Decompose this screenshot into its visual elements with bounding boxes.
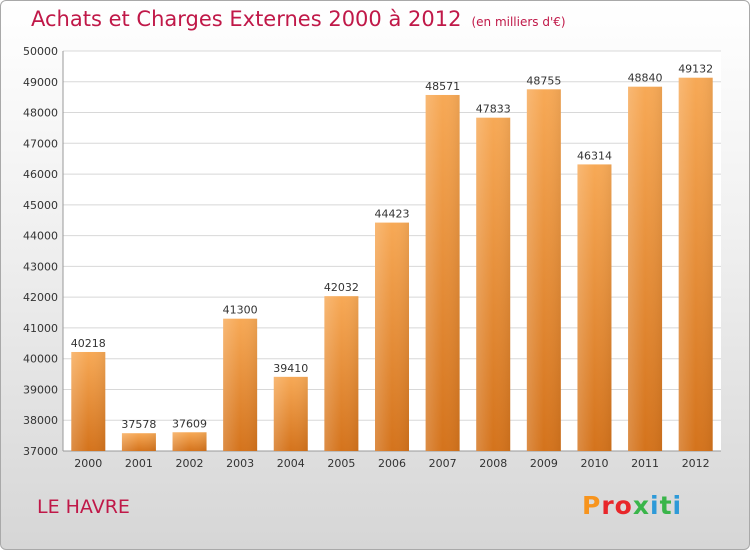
- bar-shine: [71, 351, 106, 451]
- y-tick-label: 39000: [23, 383, 58, 396]
- logo-letter: i: [650, 491, 660, 520]
- proxiti-logo: Proxiti: [582, 491, 682, 520]
- y-tick-label: 46000: [23, 168, 58, 181]
- y-tick-label: 41000: [23, 322, 58, 335]
- y-tick-label: 48000: [23, 107, 58, 120]
- y-tick-label: 44000: [23, 230, 58, 243]
- chart-title-text: Achats et Charges Externes 2000 à 2012: [31, 7, 462, 31]
- bar-value-label: 49132: [678, 63, 713, 76]
- bar-shine: [375, 222, 409, 451]
- bar-shine: [172, 432, 207, 451]
- bar-shine: [628, 86, 663, 451]
- bar-value-label: 46314: [577, 149, 612, 162]
- bar-shine: [476, 117, 511, 451]
- bar-shine: [425, 94, 460, 451]
- bar-shine: [678, 77, 713, 451]
- y-tick-label: 45000: [23, 199, 58, 212]
- x-tick-label: 2000: [74, 457, 102, 470]
- x-tick-label: 2007: [429, 457, 457, 470]
- bar-shine: [273, 376, 308, 451]
- bar-value-label: 39410: [273, 362, 308, 375]
- x-tick-label: 2004: [277, 457, 305, 470]
- y-tick-label: 37000: [23, 445, 58, 458]
- bar-value-label: 42032: [324, 281, 359, 294]
- y-tick-label: 50000: [23, 45, 58, 58]
- bar-value-label: 44423: [375, 208, 410, 221]
- bar-value-label: 41300: [223, 304, 258, 317]
- bar-shine: [577, 164, 612, 451]
- x-tick-label: 2003: [226, 457, 254, 470]
- y-tick-label: 49000: [23, 76, 58, 89]
- y-tick-label: 40000: [23, 353, 58, 366]
- logo-letter: i: [672, 491, 683, 520]
- x-tick-label: 2012: [682, 457, 710, 470]
- logo-letter: o: [614, 491, 633, 520]
- logo-letter: r: [601, 491, 615, 520]
- y-tick-label: 47000: [23, 137, 58, 150]
- logo-letter: t: [659, 491, 673, 520]
- x-tick-label: 2009: [530, 457, 558, 470]
- bar-value-label: 37609: [172, 417, 207, 430]
- x-tick-label: 2006: [378, 457, 406, 470]
- logo-letter: P: [582, 491, 602, 520]
- chart-subtitle: (en milliers d'€): [471, 15, 566, 29]
- x-tick-label: 2010: [580, 457, 608, 470]
- x-tick-label: 2011: [631, 457, 659, 470]
- x-tick-label: 2001: [125, 457, 153, 470]
- bar-value-label: 48571: [425, 80, 460, 93]
- logo-letter: x: [632, 491, 650, 520]
- bar-shine: [526, 89, 561, 452]
- bar-shine: [223, 318, 258, 451]
- location-label: LE HAVRE: [37, 496, 130, 518]
- bar-value-label: 48840: [628, 72, 663, 85]
- bar-value-label: 48755: [526, 74, 561, 87]
- bar-shine: [324, 296, 359, 451]
- y-tick-label: 42000: [23, 291, 58, 304]
- bar-value-label: 40218: [71, 337, 106, 350]
- bar-value-label: 37578: [121, 418, 156, 431]
- bar-shine: [121, 433, 156, 451]
- chart-title: Achats et Charges Externes 2000 à 2012 (e…: [31, 7, 566, 31]
- bar-value-label: 47833: [476, 103, 511, 116]
- x-tick-label: 2008: [479, 457, 507, 470]
- y-tick-label: 43000: [23, 260, 58, 273]
- x-tick-label: 2005: [327, 457, 355, 470]
- x-tick-label: 2002: [176, 457, 204, 470]
- y-tick-label: 38000: [23, 414, 58, 427]
